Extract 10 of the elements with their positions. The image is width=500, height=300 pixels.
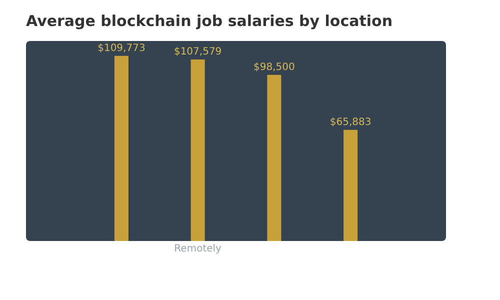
bar: [190, 60, 205, 241]
bar: [344, 130, 358, 241]
chart-title: Average blockchain job salaries by location: [26, 12, 393, 30]
data-label: $107,579: [174, 46, 222, 58]
bar: [267, 74, 282, 241]
data-label: $65,883: [330, 116, 372, 128]
x-tick-label: Remotely: [174, 244, 222, 254]
data-label: $98,500: [254, 62, 295, 73]
bar: [114, 56, 128, 241]
data-label: $109,773: [98, 42, 146, 54]
